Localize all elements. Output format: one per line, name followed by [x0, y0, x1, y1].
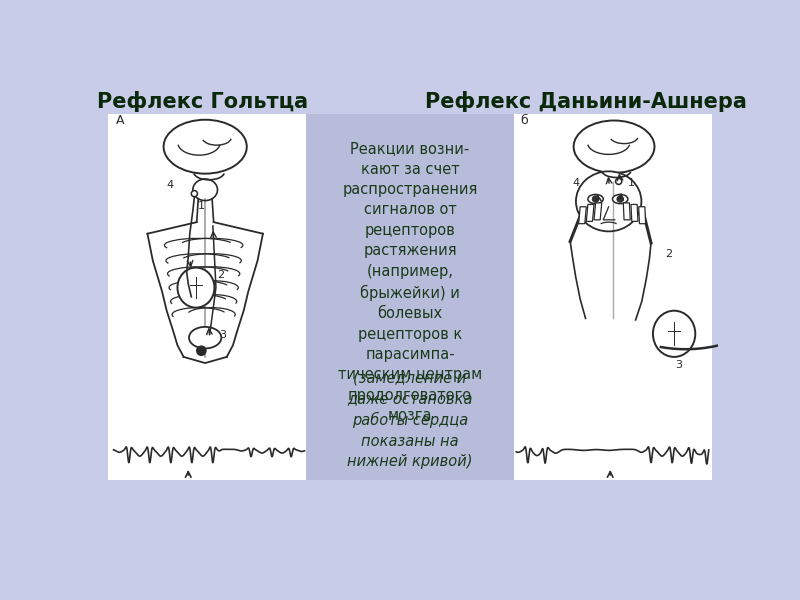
- Ellipse shape: [653, 311, 695, 357]
- Polygon shape: [578, 207, 586, 224]
- Polygon shape: [638, 207, 646, 224]
- Text: 1: 1: [198, 201, 205, 211]
- Ellipse shape: [576, 172, 642, 232]
- Bar: [306, 115, 514, 480]
- Text: б: б: [520, 115, 528, 127]
- Circle shape: [191, 191, 198, 197]
- Text: 1: 1: [628, 178, 635, 188]
- Circle shape: [593, 196, 598, 202]
- Circle shape: [197, 346, 206, 355]
- Text: Рефлекс Даньини-Ашнера: Рефлекс Даньини-Ашнера: [425, 91, 746, 112]
- Circle shape: [615, 178, 622, 184]
- Text: Реакции возни-
кают за счет
распространения
сигналов от
рецепторов
растяжения
(н: Реакции возни- кают за счет распростране…: [338, 141, 482, 423]
- Polygon shape: [631, 205, 638, 221]
- Text: 3: 3: [676, 361, 682, 370]
- Ellipse shape: [574, 121, 654, 173]
- Ellipse shape: [588, 194, 603, 203]
- Text: 2: 2: [665, 249, 672, 259]
- Text: 2: 2: [218, 271, 225, 280]
- Text: (замедление и
даже остановка
работы сердца
показаны на
нижней кривой): (замедление и даже остановка работы серд…: [347, 371, 473, 469]
- Ellipse shape: [613, 194, 628, 203]
- Text: А: А: [116, 115, 124, 127]
- Polygon shape: [586, 205, 594, 221]
- Ellipse shape: [164, 120, 246, 173]
- Text: 3: 3: [219, 329, 226, 340]
- Bar: [108, 115, 306, 480]
- Circle shape: [617, 196, 623, 202]
- Text: Рефлекс Гольтца: Рефлекс Гольтца: [97, 91, 308, 112]
- Text: 4: 4: [166, 179, 174, 190]
- Ellipse shape: [193, 179, 218, 200]
- Ellipse shape: [189, 327, 222, 349]
- Text: 4: 4: [573, 178, 579, 188]
- Polygon shape: [594, 203, 602, 220]
- Ellipse shape: [178, 268, 214, 308]
- Bar: [514, 115, 712, 480]
- Polygon shape: [623, 203, 630, 220]
